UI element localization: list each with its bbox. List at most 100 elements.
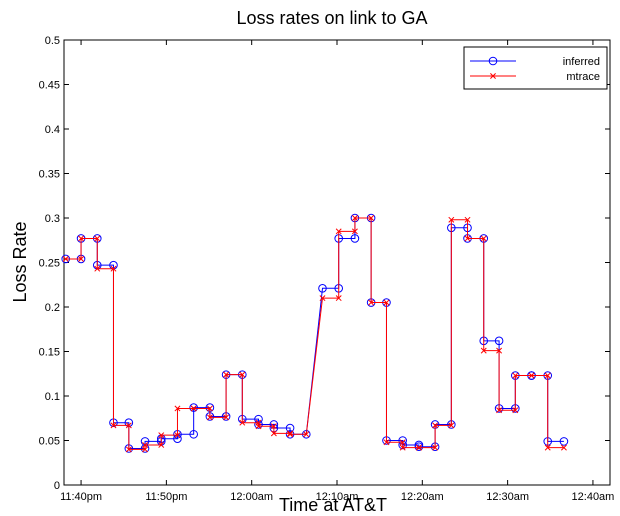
inferred-point (189, 429, 198, 439)
mtrace-point (368, 299, 375, 306)
mtrace-point (110, 265, 117, 272)
mtrace-point (94, 265, 101, 272)
inferred-series (61, 213, 569, 453)
mtrace-point (125, 422, 132, 429)
mtrace-point (432, 422, 439, 429)
inferred-point (285, 423, 295, 433)
mtrace-point (335, 295, 342, 302)
mtrace-line (65, 217, 564, 450)
legend: inferred mtrace (463, 46, 608, 90)
mtrace-point (142, 441, 149, 448)
x-tick-label: 11:40pm (60, 491, 102, 503)
mtrace-point (448, 216, 455, 223)
mtrace-point (544, 444, 551, 451)
mtrace-series (62, 215, 567, 453)
y-tick-label: 0.45 (39, 80, 60, 92)
legend-label: mtrace (566, 71, 600, 83)
mtrace-point (303, 431, 310, 438)
x-axis-label: Time at AT&T (279, 495, 387, 515)
mtrace-point (399, 439, 406, 446)
y-tick-label: 0.5 (45, 35, 60, 47)
mtrace-point (544, 372, 551, 379)
inferred-point (318, 284, 327, 293)
mtrace-point (94, 235, 101, 242)
mtrace-point (110, 422, 117, 429)
mtrace-point (174, 405, 181, 412)
mtrace-point (206, 405, 213, 412)
mtrace-point (174, 432, 181, 439)
mtrace-point (464, 235, 471, 242)
mtrace-point (239, 419, 246, 426)
mtrace-point (239, 371, 246, 378)
mtrace-point (480, 347, 487, 354)
y-axis-label: Loss Rate (10, 221, 30, 302)
x-tick-label: 12:30am (486, 491, 529, 503)
x-tick-label: 12:00am (230, 491, 273, 503)
mtrace-point (158, 432, 165, 439)
mtrace-point (490, 73, 496, 79)
mtrace-point (368, 215, 375, 221)
legend-label: inferred (563, 56, 600, 68)
inferred-point (350, 234, 360, 243)
mtrace-point (432, 444, 439, 451)
inferred-point (189, 403, 198, 412)
x-tick-label: 11:50pm (145, 491, 187, 503)
x-tick-label: 12:20am (401, 491, 444, 503)
mtrace-point (512, 372, 519, 379)
mtrace-point (415, 444, 422, 451)
mtrace-point (255, 423, 262, 430)
mtrace-point (351, 228, 358, 235)
legend-box (463, 46, 608, 90)
inferred-point (559, 437, 569, 446)
mtrace-point (464, 216, 471, 223)
inferred-point (398, 440, 407, 450)
y-tick-label: 0.05 (39, 436, 60, 448)
x-tick-label: 12:40am (572, 491, 615, 503)
inferred-point (254, 420, 263, 429)
y-tick-label: 0.25 (39, 258, 60, 270)
y-tick-label: 0.2 (45, 302, 60, 314)
mtrace-point (496, 347, 503, 354)
y-tick-label: 0.4 (45, 124, 60, 136)
legend-item-mtrace: mtrace (470, 71, 600, 83)
inferred-point (494, 336, 504, 346)
y-tick-label: 0.1 (45, 391, 60, 403)
mtrace-point (512, 407, 519, 414)
mtrace-point (78, 255, 85, 262)
y-tick-label: 0.3 (45, 213, 60, 225)
mtrace-point (206, 414, 213, 421)
mtrace-point (62, 255, 69, 262)
mtrace-point (287, 430, 294, 437)
mtrace-point (158, 441, 165, 448)
mtrace-point (480, 235, 487, 242)
mtrace-point (448, 422, 455, 429)
mtrace-point (142, 446, 149, 453)
mtrace-point (270, 423, 277, 430)
mtrace-point (190, 405, 197, 412)
mtrace-point (383, 299, 390, 306)
mtrace-point (528, 372, 535, 379)
mtrace-point (319, 295, 326, 302)
mtrace-point (223, 371, 230, 378)
y-tick-label: 0.15 (39, 347, 60, 359)
mtrace-point (560, 444, 567, 451)
mtrace-point (399, 444, 406, 451)
chart-title: Loss rates on link to GA (236, 8, 427, 28)
mtrace-point (223, 414, 230, 421)
plot-series (61, 213, 569, 453)
mtrace-point (496, 407, 503, 414)
inferred-point (414, 442, 424, 452)
inferred-line (65, 217, 564, 450)
mtrace-point (78, 235, 85, 242)
plot-frame (63, 39, 611, 486)
mtrace-point (287, 431, 294, 438)
y-tick-label: 0.35 (39, 169, 60, 181)
x-tick-label: 12:10am (316, 491, 359, 503)
mtrace-point (383, 439, 390, 446)
axes: 0 0.05 0.1 0.15 0.2 0.25 0.3 0.35 0.4 0.45 0.5 11:4… (39, 35, 615, 503)
y-tick-label: 0 (54, 480, 60, 492)
inferred-point (488, 56, 498, 66)
mtrace-point (270, 430, 277, 437)
mtrace-point (125, 446, 132, 453)
